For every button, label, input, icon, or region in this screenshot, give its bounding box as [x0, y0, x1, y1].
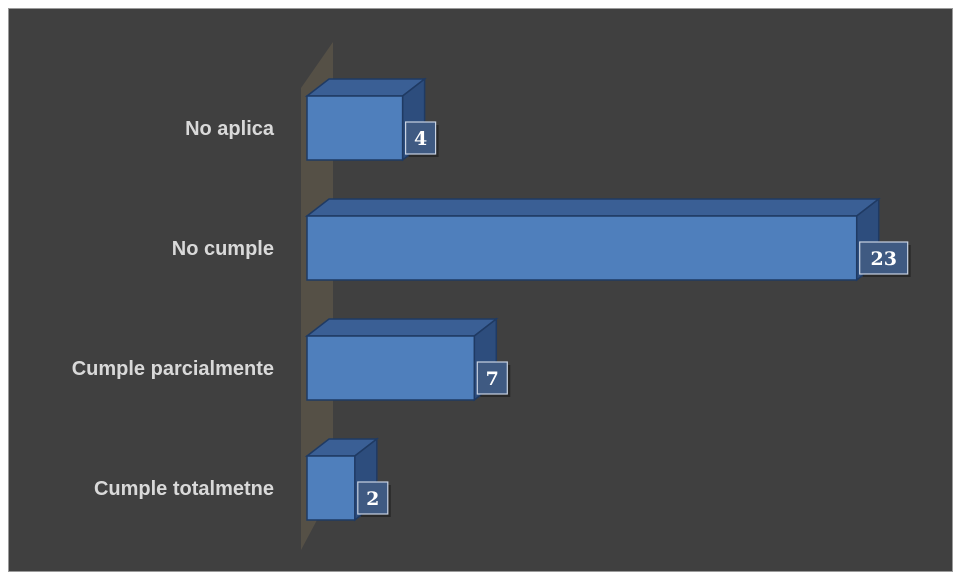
data-label: 2: [366, 488, 379, 510]
bar-front-face: [306, 215, 858, 281]
bar-top-face: [304, 318, 499, 337]
data-label-box: [476, 361, 508, 395]
category-labels: No aplica No cumple Cumple parcialmente Cum…: [72, 118, 275, 500]
category-label: Cumple parcialmente: [72, 358, 274, 380]
bar-chart: 4 23 7 2 No aplica No cumple Cumple parcialme…: [72, 42, 911, 550]
category-label: No cumple: [172, 238, 274, 260]
bar-front-face: [306, 95, 404, 161]
category-label: Cumple totalmetne: [94, 478, 274, 500]
bars-layer: 4 23 7 2: [304, 77, 911, 522]
chart-frame: 4 23 7 2 No aplica No cumple Cumple parcialme…: [8, 8, 953, 572]
bar-front-face: [306, 335, 476, 401]
chart-back-wall: [301, 42, 333, 550]
category-label: No aplica: [185, 118, 275, 140]
bar-cumple-parcialmente: 7: [304, 317, 511, 402]
data-label-box: [357, 481, 389, 515]
bar-no-aplica: 4: [304, 77, 439, 162]
bar-no-cumple: 23: [304, 197, 911, 282]
data-label: 7: [486, 368, 499, 390]
bar-cumple-totalmetne: 2: [304, 437, 391, 522]
data-label-box: [859, 241, 909, 275]
bar-top-face: [304, 198, 881, 217]
data-label: 23: [870, 248, 896, 270]
data-label: 4: [414, 128, 427, 150]
bar-front-face: [306, 455, 356, 521]
data-label-box: [405, 121, 437, 155]
